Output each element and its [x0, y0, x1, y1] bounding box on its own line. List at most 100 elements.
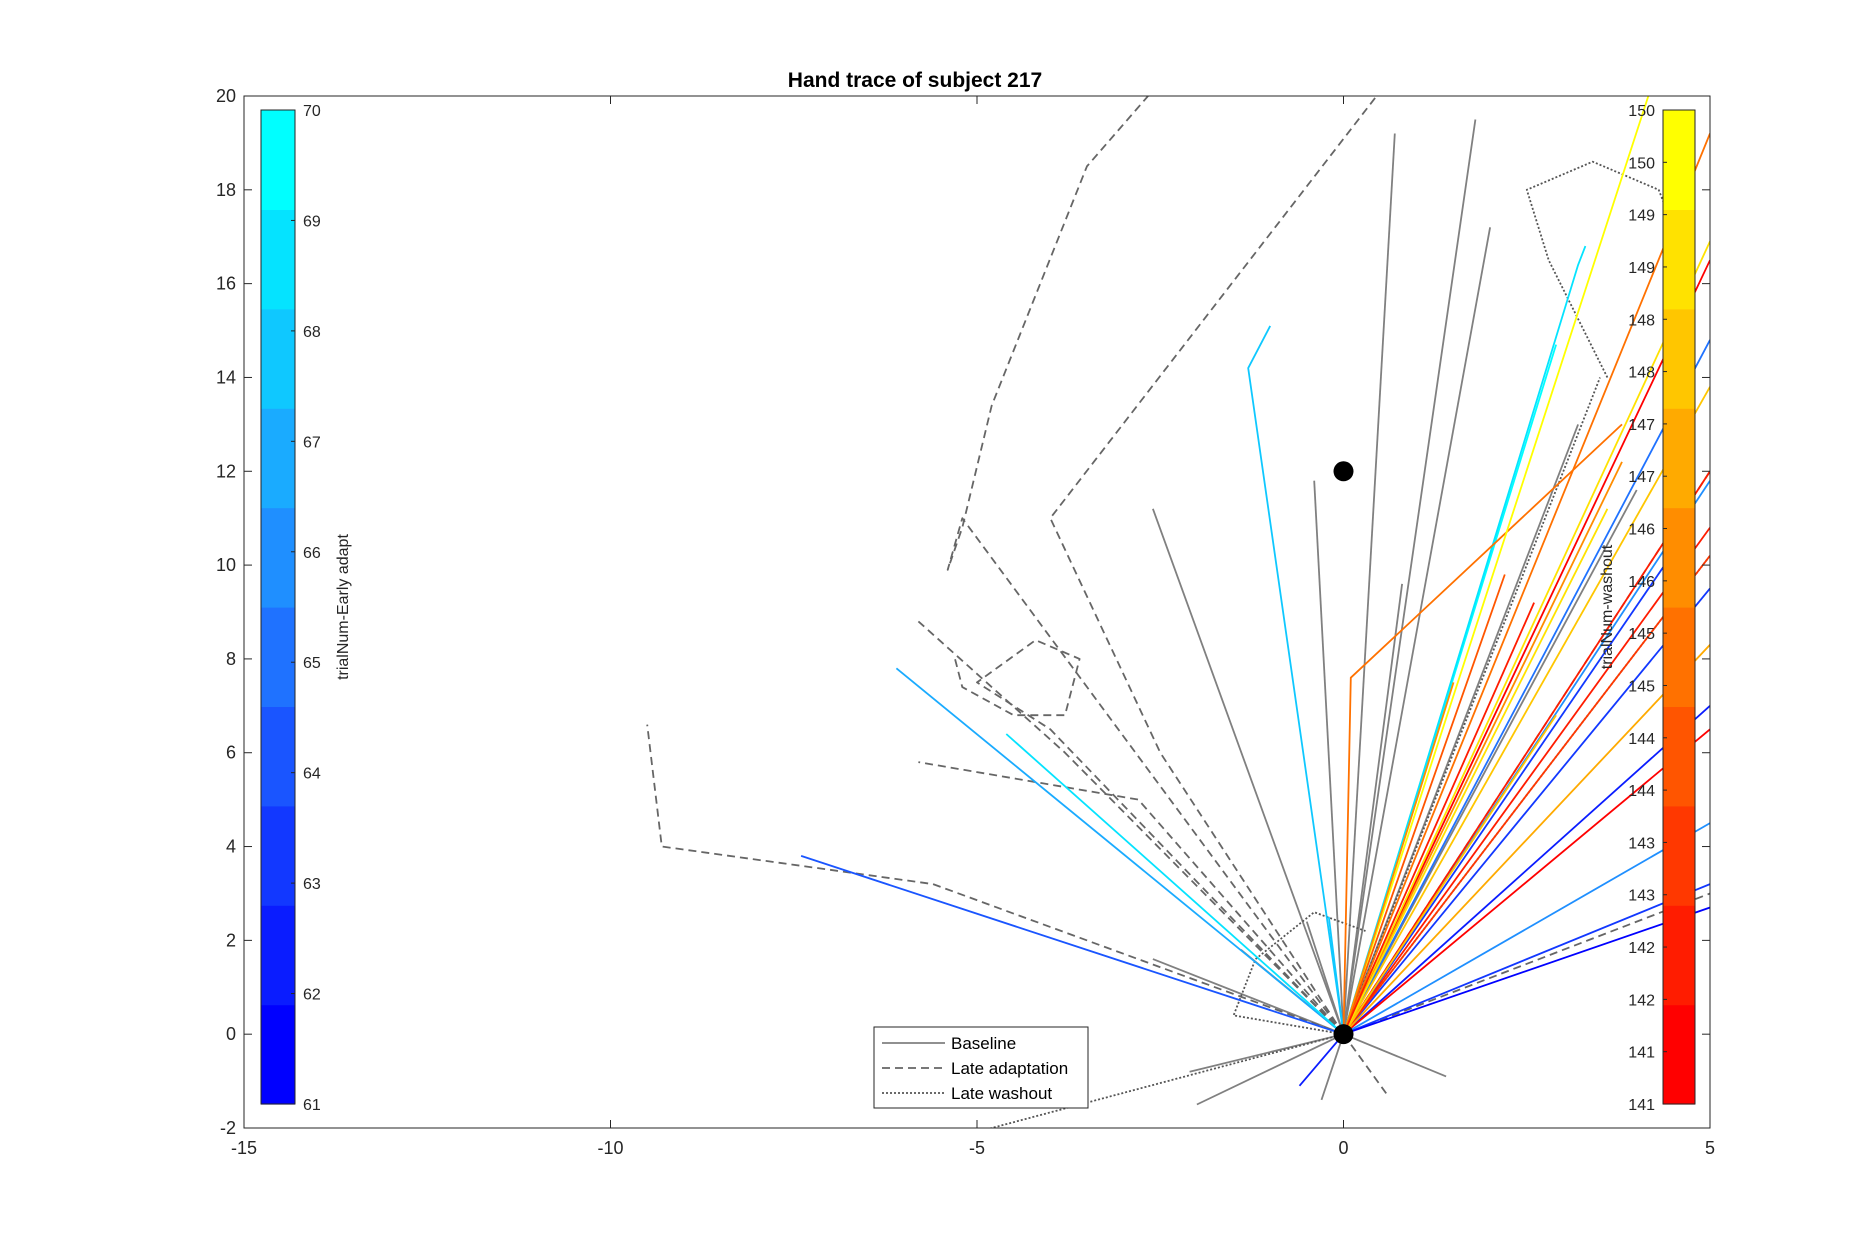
trajectory-washout-traj-59	[1342, 508, 1609, 1035]
x-tick-label-3: 0	[1338, 1138, 1348, 1158]
colorbar-right-tick-label-15: 148	[1628, 312, 1655, 329]
colorbar-right-tick-label-1: 141	[1628, 1045, 1655, 1062]
trajectory-baseline-5	[1342, 583, 1403, 1035]
colorbar-left-tick-label-9: 70	[303, 103, 321, 120]
y-tick-label-9: 16	[216, 274, 236, 294]
trajectory-washout-traj-52	[1342, 527, 1710, 1035]
colorbar-right-band-5	[1663, 507, 1695, 608]
trajectory-layer	[646, 96, 1710, 1128]
colorbar-left-band-7	[261, 308, 295, 409]
colorbar-left-band-1	[261, 905, 295, 1006]
legend-label-baseline: Baseline	[951, 1034, 1016, 1053]
colorbar-right-band-3	[1663, 706, 1695, 807]
trajectory-early-33	[1247, 325, 1345, 1035]
colorbar-right-band-2	[1663, 805, 1695, 906]
colorbar-right-tick-label-0: 141	[1628, 1097, 1655, 1114]
legend-label-late-adaptation: Late adaptation	[951, 1059, 1068, 1078]
trajectory-early-37	[1342, 587, 1710, 1035]
trajectory-baseline-12	[1305, 921, 1345, 1035]
target-marker	[1333, 461, 1354, 482]
colorbar-right-tick-label-10: 146	[1628, 574, 1655, 591]
colorbar-right-band-6	[1663, 408, 1695, 509]
trajectory-baseline-8	[1196, 1033, 1344, 1106]
y-tick-label-7: 12	[216, 461, 236, 481]
colorbar-left-tick-label-0: 61	[303, 1097, 321, 1114]
trajectory-baseline-10	[1343, 1033, 1447, 1078]
colorbar-right-frame	[1662, 109, 1696, 1105]
trajectory-washout-traj-53	[1342, 241, 1710, 1035]
trajectory-washout-traj-57	[1342, 461, 1623, 1035]
colorbar-right-label: trialNum-washout	[1599, 544, 1616, 669]
trajectory-early-39	[1342, 705, 1710, 1035]
y-tick-label-4: 6	[226, 743, 236, 763]
y-tick-label-10: 18	[216, 180, 236, 200]
trajectory-washout-29	[1232, 911, 1366, 1036]
trajectory-washout-traj-50	[1342, 470, 1710, 1035]
trajectory-washout-28	[1525, 160, 1682, 378]
trajectory-washout-traj-46	[1342, 423, 1623, 1035]
trajectory-washout-traj-49	[1342, 728, 1710, 1035]
trajectory-washout-traj-54	[1342, 96, 1650, 1035]
colorbar-left-frame	[260, 109, 296, 1105]
trajectory-washout-27	[1342, 377, 1601, 1035]
colorbar-left-band-2	[261, 805, 295, 906]
trajectory-adaptation-20	[918, 761, 1345, 1035]
trajectory-baseline-14	[1320, 1033, 1345, 1101]
trajectory-early-38	[1342, 541, 1682, 1035]
colorbar-right-band-8	[1663, 209, 1695, 310]
trajectory-early-41	[1343, 883, 1710, 1036]
legend-label-late-washout: Late washout	[951, 1084, 1052, 1103]
colorbar-right-tick-label-4: 143	[1628, 888, 1655, 905]
colorbar-right-tick-label-7: 144	[1628, 731, 1655, 748]
trajectory-washout-traj-60	[1342, 682, 1455, 1035]
colorbar-right-tick-label-17: 149	[1628, 208, 1655, 225]
y-tick-label-0: -2	[220, 1118, 236, 1138]
trajectory-baseline-9	[1189, 1033, 1344, 1073]
y-tick-label-1: 0	[226, 1024, 236, 1044]
colorbar-left: 61 62 63 64 65 66 67 68 69 70 trialNum-Early adapt	[260, 103, 352, 1114]
colorbar-left-band-4	[261, 607, 295, 707]
colorbar-right-band-7	[1663, 308, 1695, 409]
colorbar-right-band-4	[1663, 607, 1695, 707]
trajectory-washout-traj-61	[1342, 602, 1535, 1035]
trajectory-early-42	[1343, 906, 1710, 1036]
y-tick-label-3: 4	[226, 837, 236, 857]
trajectory-early-30	[800, 855, 1344, 1036]
trajectory-washout-traj-48	[1342, 555, 1710, 1035]
colorbar-right-tick-label-3: 142	[1628, 940, 1655, 957]
colorbar-left-tick-label-5: 66	[303, 545, 321, 562]
x-tick-label-2: -5	[969, 1138, 985, 1158]
colorbar-right-tick-label-19: 150	[1628, 103, 1655, 120]
colorbar-right-tick-label-5: 143	[1628, 835, 1655, 852]
colorbar-left-band-3	[261, 706, 295, 807]
colorbar-right-band-1	[1663, 905, 1695, 1006]
colorbar-right: 141 141 142 142 143 143 144 144 145 145 146 146 147 1…	[1599, 103, 1696, 1114]
colorbar-left-band-0	[261, 1004, 295, 1105]
legend: Baseline Late adaptation Late washout	[873, 1026, 1089, 1109]
colorbar-left-tick-label-7: 68	[303, 324, 321, 341]
colorbar-right-tick-label-18: 150	[1628, 155, 1655, 172]
chart-title: Hand trace of subject 217	[788, 69, 1042, 92]
trajectory-early-45	[1327, 916, 1345, 1035]
trajectory-early-40	[1343, 822, 1710, 1035]
colorbar-right-tick-label-6: 144	[1628, 783, 1655, 800]
trajectory-adaptation-18	[646, 724, 1344, 1036]
trajectory-baseline-4	[1342, 227, 1491, 1035]
trajectory-adaptation-19	[917, 620, 1345, 1035]
trajectory-baseline-2	[1342, 133, 1396, 1035]
y-tick-label-2: 2	[226, 930, 236, 950]
y-tick-label-11: 20	[216, 86, 236, 106]
x-tick-label-1: -10	[597, 1138, 623, 1158]
colorbar-right-tick-label-16: 149	[1628, 260, 1655, 277]
y-tick-label-6: 10	[216, 555, 236, 575]
x-tick-label-4: 5	[1705, 1138, 1715, 1158]
colorbar-left-tick-label-8: 69	[303, 213, 321, 230]
trajectory-early-31	[895, 667, 1345, 1035]
trajectory-washout-traj-56	[1342, 644, 1710, 1035]
trajectory-baseline-3	[1342, 119, 1477, 1035]
colorbar-left-tick-label-6: 67	[303, 434, 321, 451]
start-marker	[1333, 1024, 1354, 1045]
trajectory-baseline-0	[1313, 480, 1345, 1035]
trajectory-baseline-15	[1152, 958, 1344, 1036]
